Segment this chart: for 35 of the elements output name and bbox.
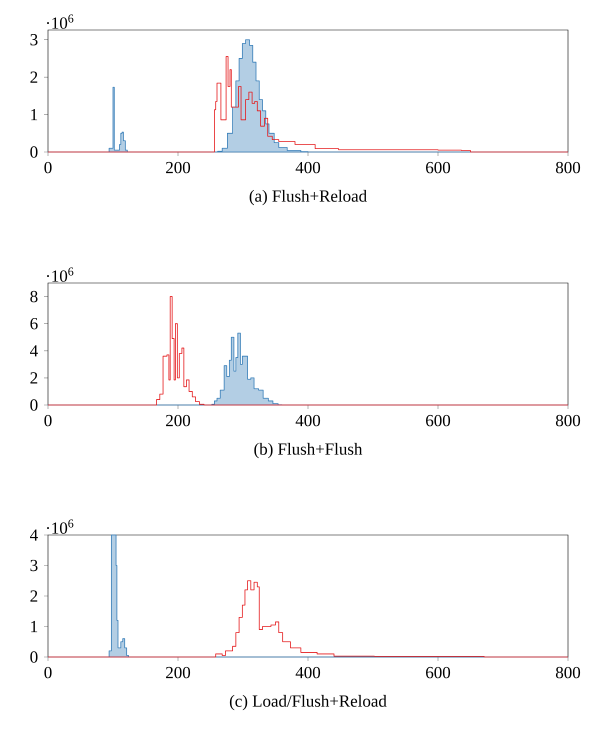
x-tick-label: 800 <box>556 666 580 678</box>
x-tick-label: 800 <box>556 162 580 174</box>
x-tick-label: 600 <box>426 162 450 174</box>
text: ·10$^{6}$ <box>47 268 74 282</box>
y-tick-label: 2 <box>30 72 38 83</box>
x-tick-label: 0 <box>44 414 52 426</box>
x-tick-label: 200 <box>166 414 190 426</box>
text: (c) Load/Flush+Reload <box>230 694 387 710</box>
y-tick-label: 4 <box>30 529 38 541</box>
x-tick-label: 800 <box>556 414 580 426</box>
x-tick-label: 0 <box>44 162 52 174</box>
x-tick-label: 400 <box>296 666 320 678</box>
x-tick-label: 200 <box>166 666 190 678</box>
x-tick-label: 200 <box>166 162 190 174</box>
y-tick-label: 0 <box>30 651 38 663</box>
text: (b) Flush+Flush <box>254 442 362 458</box>
text: ·10$^{6}$ <box>47 14 74 29</box>
x-tick-label: 400 <box>296 414 320 426</box>
y-tick-label: 6 <box>30 318 38 330</box>
y-tick-label: 2 <box>30 590 38 602</box>
y-tick-label: 3 <box>30 560 38 572</box>
x-tick-label: 400 <box>296 162 320 174</box>
y-tick-label: 2 <box>30 372 38 384</box>
y-tick-label: 1 <box>31 108 38 120</box>
y-tick-label: 0 <box>30 399 38 411</box>
x-tick-label: 600 <box>426 666 450 678</box>
x-tick-label: 600 <box>426 414 450 426</box>
y-tick-label: 1 <box>31 620 38 632</box>
text: ·10$^{6}$ <box>47 520 74 534</box>
text: (a) Flush+Reload <box>250 190 367 206</box>
y-tick-label: 3 <box>30 34 38 46</box>
y-tick-label: 8 <box>30 290 38 302</box>
y-tick-label: 0 <box>30 146 38 158</box>
y-tick-label: 4 <box>30 345 38 356</box>
x-tick-label: 0 <box>44 666 52 678</box>
